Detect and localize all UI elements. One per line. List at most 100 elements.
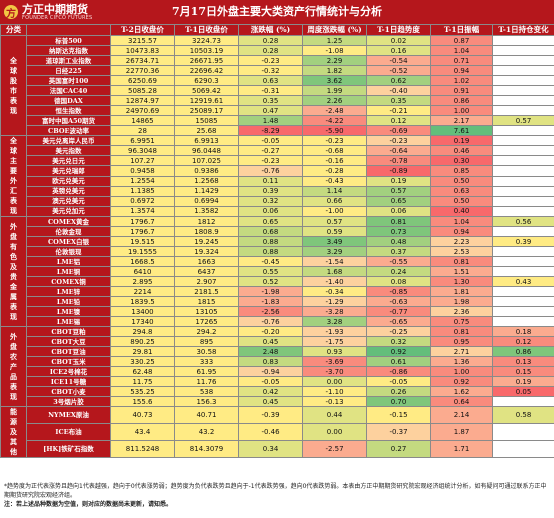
weekly-change-pct: 3.29: [302, 246, 367, 257]
t2-close: 12874.97: [110, 95, 175, 106]
trend-degree: -0.77: [366, 306, 431, 317]
change-pct: 0.28: [238, 45, 303, 56]
weekly-change-pct: -0.34: [302, 286, 367, 297]
trend-degree: 0.12: [366, 115, 431, 126]
table-row: 美元兑瑞郎 0.9458 0.9386 -0.76 -0.28 -0.89 0.85: [1, 165, 554, 177]
trend-degree: -0.23: [366, 134, 431, 147]
t1-close: 30.58: [174, 346, 239, 357]
amplitude: 0.94: [430, 65, 493, 76]
oi-change: [492, 45, 554, 56]
t2-close: 96.3048: [110, 145, 175, 157]
weekly-change-pct: -2.57: [302, 440, 367, 458]
table-row: 英镑兑美元 1.1385 1.1429 0.39 1.14 0.57 0.63: [1, 185, 554, 197]
oi-change: [492, 256, 554, 267]
t2-close: 19.1555: [110, 246, 175, 257]
trend-degree: 0.57: [366, 185, 431, 197]
oi-change: [492, 165, 554, 177]
table-row: 道琼斯工业指数 26734.71 26671.95 -0.23 2.29 -0.54 0.7…: [1, 55, 554, 66]
market-table: 分类 T-2日收盘价 T-1日收盘价 涨跌幅 (%) 周度涨跌幅 (%) T-1…: [0, 24, 554, 458]
oi-change: [492, 316, 554, 327]
table-row: CBOT大豆 890.25 895 0.45 -1.75 0.32 0.95 0.12: [1, 336, 554, 347]
weekly-change-pct: 1.68: [302, 266, 367, 277]
t1-close: 538: [174, 386, 239, 397]
amplitude: 1.87: [430, 423, 493, 441]
category-label: 全球股市表现: [0, 35, 27, 136]
table-header-row: 分类 T-2日收盘价 T-1日收盘价 涨跌幅 (%) 周度涨跌幅 (%) T-1…: [0, 24, 554, 36]
t2-close: 155.6: [110, 396, 175, 407]
asset-name: 3号烟片胶: [26, 396, 111, 407]
t1-close: 814.3079: [174, 440, 239, 458]
table-row: LME铅 1839.5 1815 -1.83 -1.29 -0.63 1.98: [1, 296, 554, 307]
t2-close: 890.25: [110, 336, 175, 347]
category-label: 全球主要外汇表现: [0, 135, 27, 217]
weekly-change-pct: -1.29: [302, 296, 367, 307]
asset-name: 法国CAC40: [26, 85, 111, 96]
logo-subtext: FOUNDER CIFCO FUTURES: [22, 14, 93, 21]
oi-change: [492, 35, 554, 46]
table-row: 日经225 22770.36 22696.42 -0.32 1.82 -0.52 0.94: [1, 65, 554, 76]
change-pct: 0.47: [238, 105, 303, 116]
amplitude: 0.85: [430, 165, 493, 177]
weekly-change-pct: -1.10: [302, 386, 367, 397]
oi-change: [492, 55, 554, 66]
t2-close: 29.81: [110, 346, 175, 357]
asset-name: NYMEX原油: [26, 406, 111, 424]
oi-change: [492, 75, 554, 86]
amplitude: 1.62: [430, 386, 493, 397]
change-pct: -0.05: [238, 134, 303, 147]
change-pct: -0.20: [238, 326, 303, 337]
t1-close: 6.9913: [174, 134, 239, 147]
change-pct: 0.83: [238, 356, 303, 367]
trend-degree: 0.19: [366, 175, 431, 187]
asset-name: 英镑兑美元: [26, 185, 111, 197]
change-pct: -1.98: [238, 286, 303, 297]
asset-name: ICE布油: [26, 423, 111, 441]
oi-change: [492, 286, 554, 297]
weekly-change-pct: -3.70: [302, 366, 367, 377]
table-row: 德国DAX 12874.97 12919.61 0.35 2.26 0.35 0.86: [1, 95, 554, 106]
amplitude: 0.92: [430, 376, 493, 387]
change-pct: 0.34: [238, 440, 303, 458]
oi-change: 0.05: [492, 386, 554, 397]
logo-text: 方正中期期货: [22, 2, 88, 16]
trend-degree: -0.21: [366, 105, 431, 116]
column-header: 分类: [0, 24, 27, 36]
change-pct: 0.63: [238, 75, 303, 86]
amplitude: 0.40: [430, 205, 493, 218]
t2-close: 10473.83: [110, 45, 175, 56]
t2-close: 19.515: [110, 236, 175, 247]
column-header: 涨跌幅 (%): [238, 24, 303, 36]
column-header: T-1日持仓变化: [492, 24, 554, 36]
t2-close: 28: [110, 125, 175, 136]
trend-degree: 0.32: [366, 336, 431, 347]
t1-close: 6290.3: [174, 75, 239, 86]
amplitude: 0.95: [430, 336, 493, 347]
amplitude: 0.86: [430, 95, 493, 106]
t2-close: 43.4: [110, 423, 175, 441]
logo-icon: 方: [4, 5, 18, 20]
asset-name: COMEX白银: [26, 236, 111, 247]
t1-close: 43.2: [174, 423, 239, 441]
oi-change: [492, 226, 554, 237]
table-row: COMEX白银 19.515 19.245 0.88 3.49 0.48 2.23 0.39: [1, 236, 554, 247]
amplitude: 1.02: [430, 75, 493, 86]
t2-close: 6250.69: [110, 75, 175, 86]
asset-name: CBOT豆油: [26, 346, 111, 357]
oi-change: [492, 396, 554, 407]
change-pct: 0.06: [238, 205, 303, 218]
t1-close: 1.1429: [174, 185, 239, 197]
t1-close: 25089.17: [174, 105, 239, 116]
asset-name: COMEX铜: [26, 276, 111, 287]
asset-name: LME铅: [26, 296, 111, 307]
change-pct: -0.23: [238, 155, 303, 167]
t2-close: 17340: [110, 316, 175, 327]
table-row: LME铜 6410 6437 0.55 1.68 0.24 1.51: [1, 266, 554, 277]
table-row: 美元兑日元 107.27 107.025 -0.23 -0.16 -0.78 0.30: [1, 155, 554, 167]
change-pct: -8.29: [238, 125, 303, 136]
t2-close: 62.48: [110, 366, 175, 377]
oi-change: 0.56: [492, 216, 554, 227]
table-row: 外盘农产品表现 CBOT豆粕 294.8 294.2 -0.20 -1.93 -0.25 0.…: [0, 326, 554, 407]
trend-degree: 0.61: [366, 356, 431, 367]
weekly-change-pct: -3.69: [302, 356, 367, 367]
